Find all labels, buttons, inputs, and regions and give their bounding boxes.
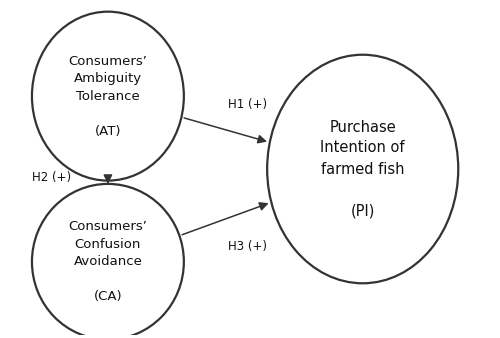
Text: H3 (+): H3 (+) xyxy=(228,240,267,254)
Text: H2 (+): H2 (+) xyxy=(32,171,71,184)
Ellipse shape xyxy=(32,184,184,338)
Ellipse shape xyxy=(267,55,458,283)
Ellipse shape xyxy=(32,11,184,180)
Text: Consumers’
Ambiguity
Tolerance

(AT): Consumers’ Ambiguity Tolerance (AT) xyxy=(68,55,148,138)
Text: H1 (+): H1 (+) xyxy=(228,98,267,111)
Text: Purchase
Intention of
farmed fish

(PI): Purchase Intention of farmed fish (PI) xyxy=(320,120,405,218)
Text: Consumers’
Confusion
Avoidance

(CA): Consumers’ Confusion Avoidance (CA) xyxy=(68,220,148,303)
